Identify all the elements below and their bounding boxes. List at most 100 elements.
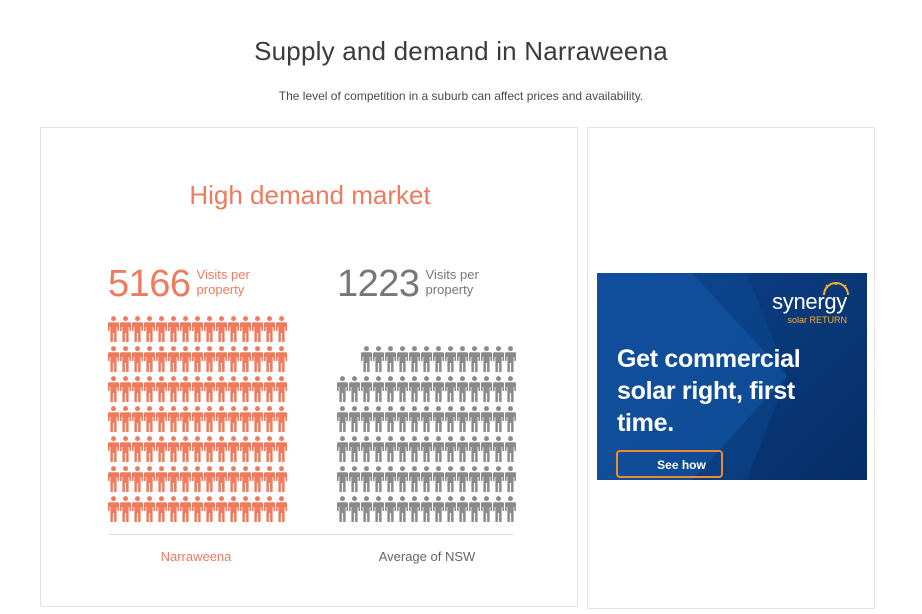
person-icon [337,496,348,522]
person-icon [361,406,372,432]
person-icon [228,406,239,432]
person-icon [276,316,287,342]
person-icon [421,406,432,432]
person-icon [276,406,287,432]
person-icon [481,436,492,462]
person-icon [385,496,396,522]
person-icon [216,376,227,402]
person-icon [445,436,456,462]
solar-advertisement-banner[interactable]: synergy solar RETURN Get commercial sola… [597,273,867,480]
person-icon [385,376,396,402]
brand-subtitle: solar RETURN [787,315,847,325]
person-icon [132,406,143,432]
person-icon [132,496,143,522]
person-icon [252,436,263,462]
person-icon [385,346,396,372]
person-icon [457,466,468,492]
person-icon [493,466,504,492]
person-icon [445,406,456,432]
person-icon [168,346,179,372]
average-visits-value: 1223 [337,263,420,305]
person-icon [493,376,504,402]
person-icon [433,496,444,522]
person-icon [144,436,155,462]
person-icon [144,376,155,402]
person-icon [180,406,191,432]
person-icon [421,496,432,522]
person-icon [120,496,131,522]
person-icon [216,346,227,372]
local-suburb-label: Narraweena [160,549,232,564]
person-icon [204,496,215,522]
person-icon [180,436,191,462]
person-icon [373,436,384,462]
person-icon [240,436,251,462]
person-icon [228,496,239,522]
person-icon [276,346,287,372]
person-icon [276,466,287,492]
person-icon [469,376,480,402]
person-icon [385,466,396,492]
person-icon [361,346,372,372]
person-icon [421,436,432,462]
person-icon [192,316,203,342]
person-icon [493,346,504,372]
person-icon [216,496,227,522]
person-icon [373,496,384,522]
person-icon [397,436,408,462]
person-icon [108,496,119,522]
person-icon [216,466,227,492]
person-icon [361,496,372,522]
person-icon [433,466,444,492]
page-title: Supply and demand in Narraweena [254,36,668,66]
person-icon [240,466,251,492]
person-icon [108,466,119,492]
person-icon [108,346,119,372]
person-icon [168,406,179,432]
person-icon [132,376,143,402]
person-icon [216,436,227,462]
person-icon [361,436,372,462]
person-icon [505,436,516,462]
local-people-pictogram [108,316,288,526]
baseline-divider [109,534,513,535]
person-icon [469,466,480,492]
person-icon [397,466,408,492]
person-icon [373,466,384,492]
person-icon [337,436,348,462]
page-subtitle: The level of competition in a suburb can… [278,89,644,103]
person-icon [240,376,251,402]
person-icon [349,466,360,492]
person-icon [108,436,119,462]
person-icon [409,436,420,462]
person-icon [180,466,191,492]
person-icon [361,376,372,402]
see-how-button[interactable]: See how [616,450,723,478]
person-icon [144,346,155,372]
person-icon [337,376,348,402]
person-icon [204,466,215,492]
average-state-label: Average of NSW [378,549,476,564]
person-icon [168,436,179,462]
person-icon [264,316,275,342]
person-icon [120,436,131,462]
person-icon [457,436,468,462]
person-icon [469,496,480,522]
person-icon [156,496,167,522]
person-icon [276,496,287,522]
person-icon [349,496,360,522]
person-icon [409,406,420,432]
person-icon [445,466,456,492]
person-icon [409,496,420,522]
person-icon [493,436,504,462]
person-icon [397,346,408,372]
person-icon [264,496,275,522]
person-icon [156,466,167,492]
brand-name: synergy [772,289,847,314]
person-icon [433,406,444,432]
person-icon [252,316,263,342]
person-icon [108,406,119,432]
person-icon [505,406,516,432]
person-icon [397,406,408,432]
person-icon [445,346,456,372]
